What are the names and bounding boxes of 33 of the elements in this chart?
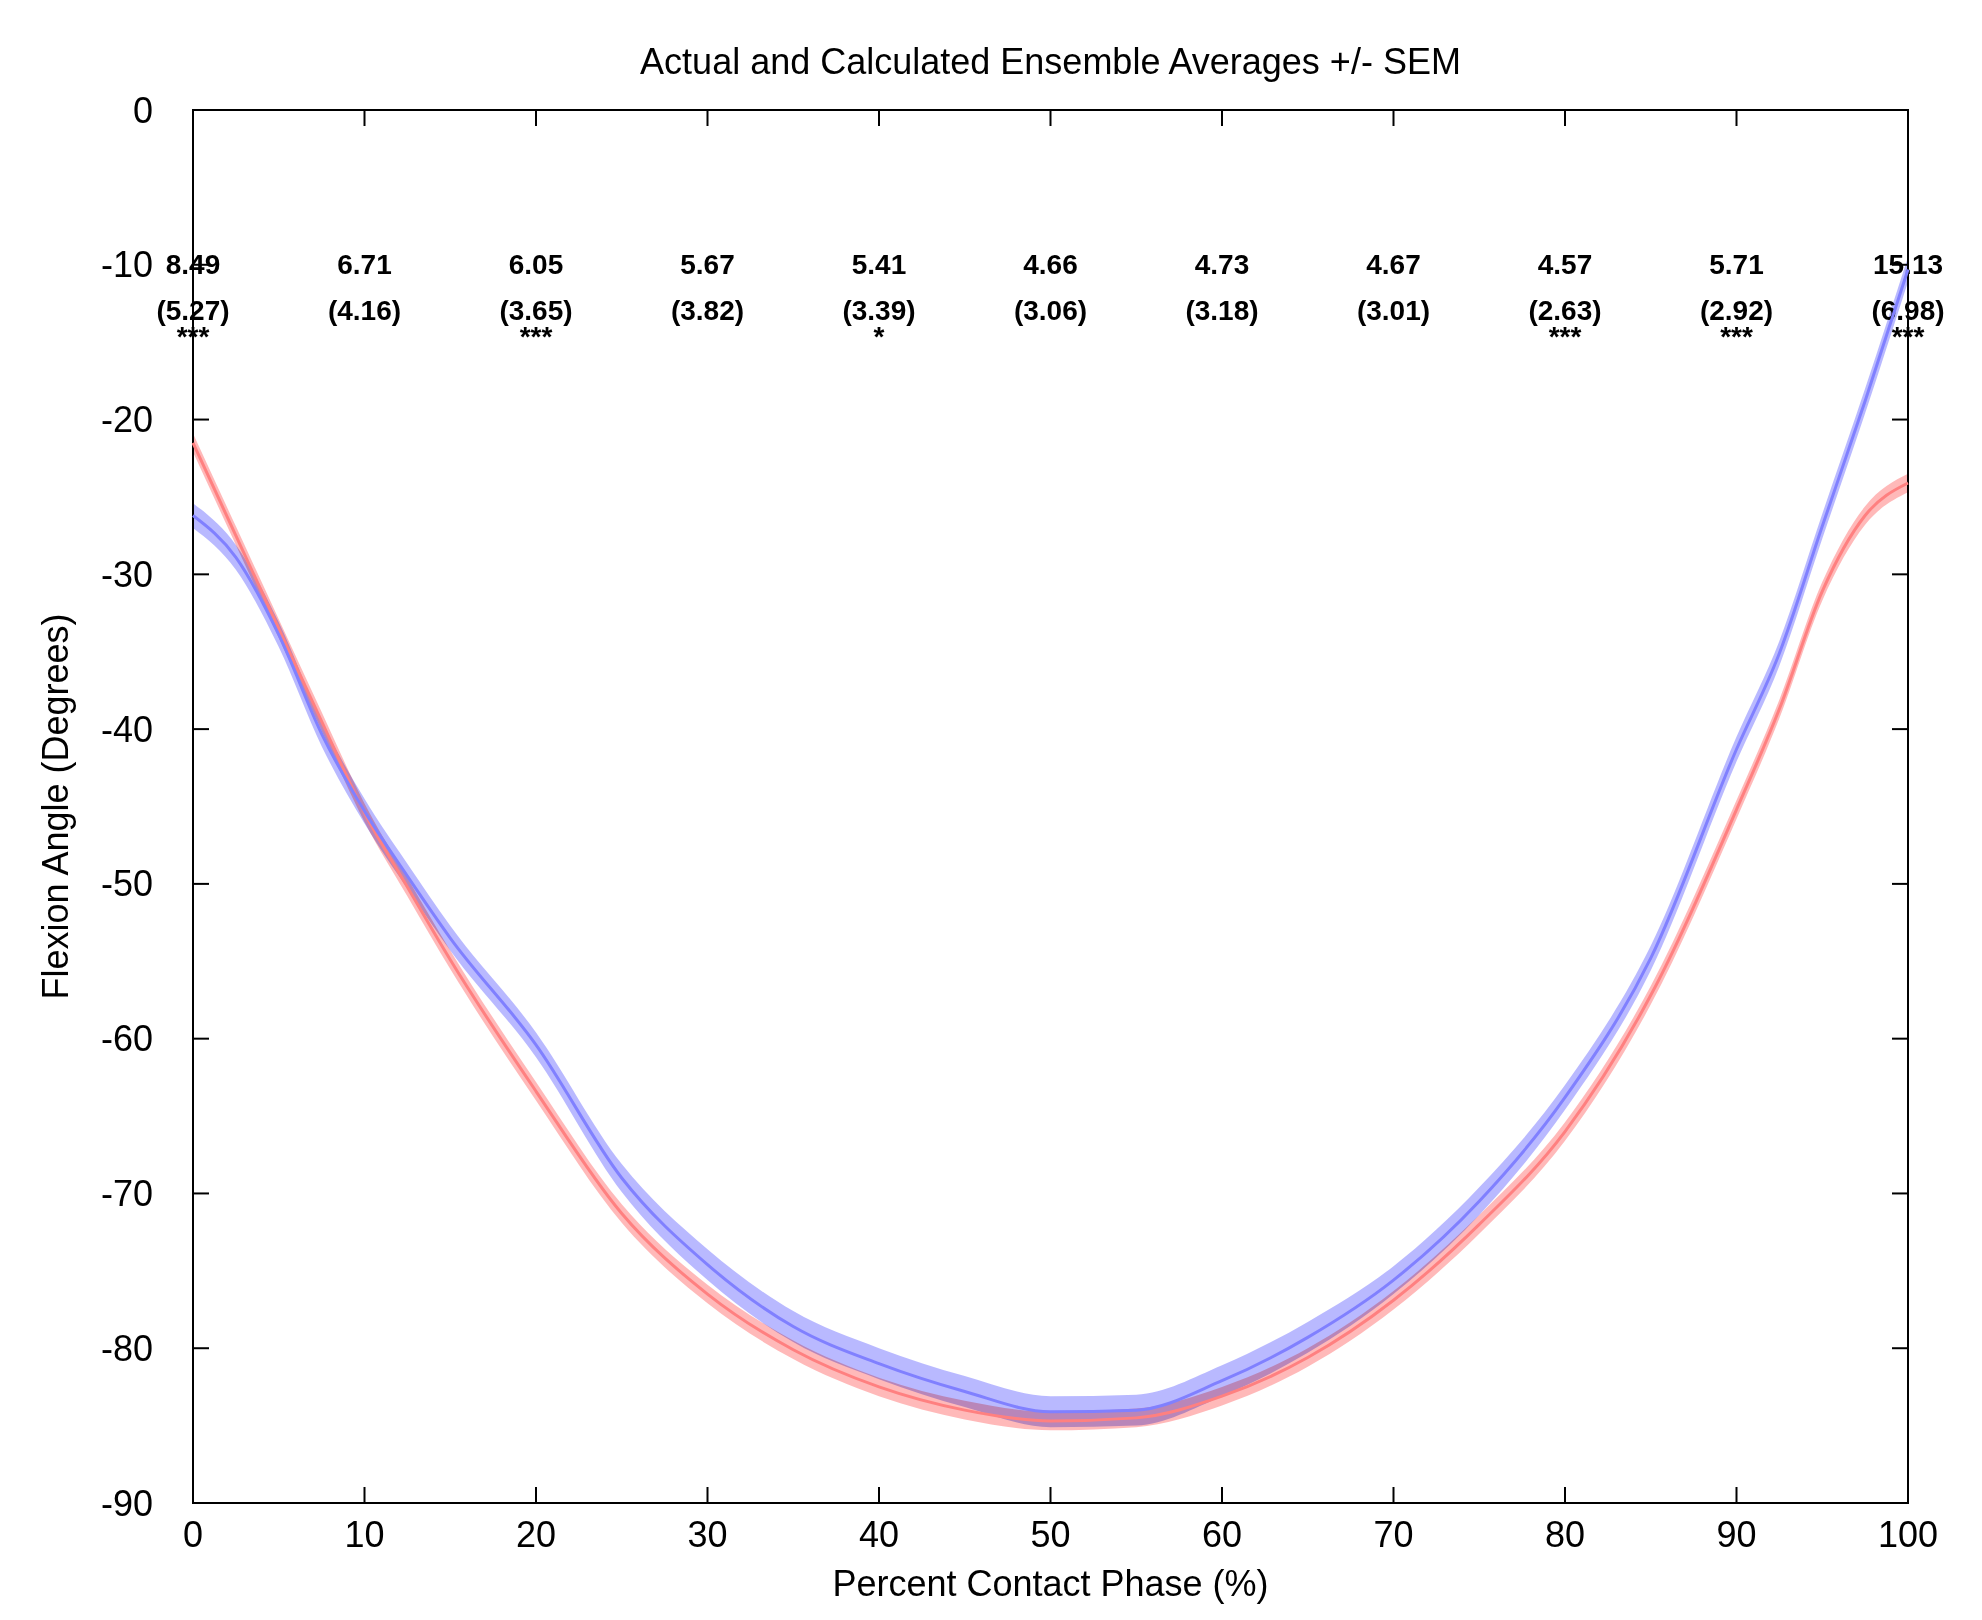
annotation: 6.71 (4.16) (327, 249, 402, 327)
y-axis-title: Flexion Angle (Degrees) (35, 613, 76, 1000)
y-tick-label: -20 (100, 399, 153, 441)
annotation: 5.41 (3.39) * (842, 249, 916, 353)
y-tick-label: 0 (132, 89, 153, 131)
x-tick-label: 0 (182, 1514, 204, 1555)
annotation: 6.05 (3.65) *** (499, 249, 573, 353)
y-tick-label: -80 (100, 1327, 153, 1369)
x-tick-label: 30 (687, 1514, 728, 1555)
x-tick-label: 20 (515, 1514, 557, 1555)
annotation: 4.66 (3.06) (1013, 249, 1088, 327)
x-tick-label: 80 (1544, 1514, 1586, 1555)
annotation: 5.67 (3.82) (670, 249, 745, 327)
x-tick-label: 90 (1716, 1514, 1757, 1555)
y-tick-label: -60 (100, 1018, 153, 1060)
x-tick-label: 70 (1373, 1514, 1414, 1555)
annotation: 5.71 (2.92) *** (1699, 249, 1774, 353)
y-tick-label: -40 (100, 708, 153, 750)
y-tick-label: -50 (100, 863, 153, 905)
y-tick-label: -90 (100, 1482, 153, 1524)
x-axis-title: Percent Contact Phase (%) (832, 1563, 1269, 1604)
annotation: 4.67 (3.01) (1356, 249, 1431, 327)
y-tick-label: -30 (100, 553, 153, 595)
x-tick-label: 40 (858, 1514, 900, 1555)
x-tick-label: 50 (1030, 1514, 1071, 1555)
annotation: 4.57 (2.63) *** (1528, 249, 1602, 353)
annotation: 4.73 (3.18) (1185, 249, 1259, 327)
x-tick-label: 100 (1877, 1514, 1939, 1555)
chart-title: Actual and Calculated Ensemble Averages +/- SEM (640, 41, 1461, 82)
x-tick-label: 10 (344, 1514, 385, 1555)
x-tick-label: 60 (1201, 1514, 1243, 1555)
y-tick-label: -70 (100, 1173, 153, 1215)
y-tick-label: -10 (100, 244, 153, 286)
